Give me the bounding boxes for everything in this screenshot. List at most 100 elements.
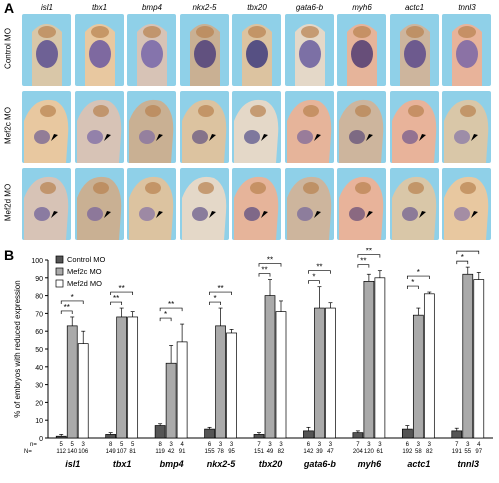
- panel-a-letter: A: [4, 0, 15, 16]
- N-value-gata6-b-0: 142: [303, 449, 314, 455]
- sig-label-isl1-mef2d: *: [71, 293, 74, 302]
- sig-bracket-bmp4-mef2d: [159, 307, 183, 312]
- gene-header-tbx20: tbx20: [247, 3, 267, 12]
- legend-swatch-0: [55, 255, 64, 264]
- sig-label-tbx1-mef2c: **: [113, 294, 119, 303]
- in-situ-image-gata6-b-row1: [284, 14, 334, 86]
- n-value-actc1-2: 3: [428, 442, 432, 448]
- n-value-tnnl3-2: 4: [477, 442, 481, 448]
- gene-header-myh6: myh6: [352, 3, 372, 12]
- n-value-tbx1-2: 5: [131, 442, 135, 448]
- sig-bracket-nkx2-5-mef2c: [209, 301, 221, 306]
- legend-label-2: Mef2d MO: [67, 279, 102, 288]
- panel-b-letter: B: [4, 248, 14, 263]
- bar-isl1-0: [55, 435, 67, 439]
- N-value-myh6-1: 120: [364, 449, 375, 455]
- x-category-label-tbx1: tbx1: [113, 459, 132, 469]
- bar-nkx2-5-2: [226, 332, 237, 439]
- x-category-label-actc1: actc1: [407, 459, 430, 469]
- sig-bracket-isl1-mef2c: [60, 310, 73, 314]
- N-value-tbx20-2: 82: [278, 449, 285, 455]
- n-value-tnnl3-0: 7: [455, 442, 459, 448]
- sig-bracket-tbx1-mef2d: [110, 291, 134, 296]
- panel-b-bar-chart: B 0 10 20 30 40 50 60 70 80 90 100 % of embryos with…: [4, 248, 493, 469]
- bar-gata6-b-2: [325, 307, 336, 439]
- n-value-gata6-b-1: 3: [318, 442, 322, 448]
- bar-isl1-1: [66, 325, 78, 439]
- in-situ-image-isl1-row2: [22, 91, 71, 163]
- in-situ-image-actc1-row2: [389, 91, 439, 163]
- gene-header-nkx2-5: nkx2-5: [192, 3, 217, 12]
- N-value-gata6-b-2: 47: [327, 449, 334, 455]
- y-tick-label: 20: [35, 400, 43, 407]
- n-value-gata6-b-2: 3: [329, 442, 333, 448]
- n-value-bmp4-1: 3: [169, 442, 173, 448]
- in-situ-image-tnnl3-row1: [442, 14, 491, 86]
- sig-bracket-bmp4-mef2c: [159, 317, 172, 322]
- in-situ-image-isl1-row3: [22, 168, 71, 240]
- sig-bracket-myh6-mef2d: [357, 254, 381, 258]
- sig-bracket-tbx20-mef2c: [258, 273, 271, 277]
- N-value-bmp4-0: 119: [155, 449, 165, 455]
- n-value-tbx1-0: 8: [109, 442, 113, 448]
- x-category-label-tnnl3: tnnl3: [458, 459, 480, 469]
- in-situ-image-gata6-b-row2: [284, 91, 334, 163]
- bar-myh6-0: [352, 432, 364, 439]
- n-value-actc1-1: 3: [417, 442, 421, 448]
- in-situ-image-actc1-row1: [389, 14, 439, 86]
- bar-gata6-b-0: [303, 430, 314, 439]
- sig-bracket-isl1-mef2d: [60, 300, 84, 304]
- N-value-tbx1-2: 81: [129, 449, 136, 455]
- N-value-actc1-1: 58: [415, 449, 422, 455]
- bar-gata6-b-1: [314, 307, 325, 439]
- gene-header-tnnl3: tnnl3: [458, 3, 476, 12]
- in-situ-image-tnnl3-row3: [442, 168, 491, 240]
- sig-label-isl1-mef2c: **: [64, 303, 70, 312]
- y-tick-label: 10: [35, 418, 43, 425]
- sig-label-tnnl3-mef2d: **: [465, 248, 471, 252]
- in-situ-image-bmp4-row2: [127, 91, 176, 163]
- N-value-actc1-2: 82: [426, 449, 433, 455]
- bar-tnnl3-0: [451, 430, 463, 439]
- bar-tnnl3-1: [462, 273, 474, 439]
- n-value-bmp4-0: 8: [158, 442, 162, 448]
- row-label-mef2c-mo: Mef2c MO: [3, 107, 13, 144]
- N-value-tbx1-0: 149: [106, 449, 117, 455]
- y-tick-label: 90: [35, 276, 43, 283]
- sig-label-myh6-mef2c: **: [360, 257, 366, 266]
- bar-tbx1-1: [116, 316, 128, 439]
- y-tick-label: 100: [31, 258, 43, 265]
- n-value-tbx20-2: 3: [279, 442, 283, 448]
- sig-bracket-tnnl3-mef2c: [456, 260, 469, 265]
- y-tick-label: 40: [35, 365, 43, 372]
- x-category-label-bmp4: bmp4: [160, 459, 184, 469]
- sig-label-gata6-b-mef2d: **: [316, 263, 322, 272]
- N-value-myh6-2: 61: [377, 449, 384, 455]
- in-situ-image-tbx1-row2: [74, 91, 124, 163]
- n-value-nkx2-5-2: 3: [230, 442, 234, 448]
- bar-actc1-0: [401, 428, 413, 439]
- n-value-tbx1-1: 5: [120, 442, 124, 448]
- n-value-tbx20-1: 3: [268, 442, 272, 448]
- row-label-mef2d-mo: Mef2d MO: [3, 183, 13, 222]
- sig-bracket-gata6-b-mef2c: [308, 280, 320, 284]
- N-value-bmp4-2: 91: [179, 449, 186, 455]
- N-value-nkx2-5-2: 95: [228, 449, 235, 455]
- legend-swatch-2: [55, 279, 64, 288]
- n-row-label: n=: [30, 442, 37, 448]
- sig-label-nkx2-5-mef2c: *: [213, 294, 216, 303]
- N-value-isl1-0: 112: [56, 449, 66, 455]
- bar-tnnl3-2: [473, 279, 485, 439]
- N-value-tbx20-1: 49: [267, 449, 274, 455]
- bar-bmp4-2: [176, 341, 188, 439]
- in-situ-image-tbx20-row1: [232, 14, 281, 86]
- N-value-nkx2-5-0: 155: [205, 449, 216, 455]
- in-situ-image-bmp4-row1: [127, 14, 176, 86]
- in-situ-image-nkx2-5-row1: [179, 14, 229, 86]
- n-value-myh6-2: 3: [378, 442, 382, 448]
- N-value-gata6-b-1: 39: [316, 449, 323, 455]
- N-value-actc1-0: 192: [402, 449, 413, 455]
- n-value-isl1-1: 5: [71, 442, 75, 448]
- n-value-actc1-0: 6: [406, 442, 410, 448]
- N-value-tnnl3-0: 191: [452, 449, 463, 455]
